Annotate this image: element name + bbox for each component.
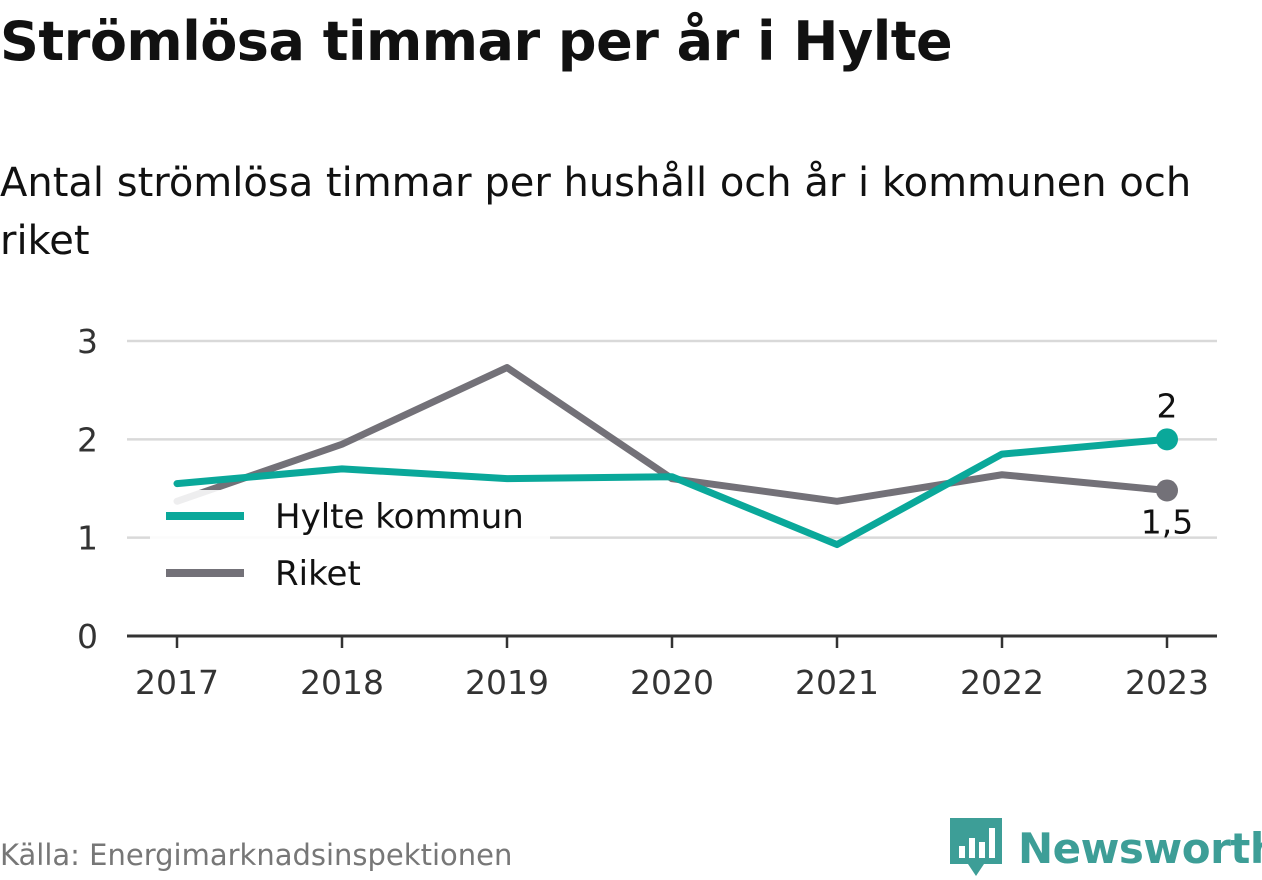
y-tick-label-3: 3 [77,322,98,361]
legend-label-hylte: Hylte kommun [275,497,524,537]
label-layer: 21,5 [1141,386,1193,541]
x-tick-label-2017: 2017 [135,663,219,702]
x-tick-label-2022: 2022 [960,663,1044,702]
newsworthy-logo-icon [950,818,1002,876]
source-note: Källa: Energimarknadsinspektionen [0,838,513,872]
brand-name: Newsworthy [1018,823,1262,873]
end-point-hylte [1156,428,1178,451]
y-tick-label-1: 1 [77,519,98,558]
series-line-hylte [173,435,1171,549]
chart-title: Strömlösa timmar per år i Hylte [0,10,953,73]
legend: Hylte kommun Riket [150,490,550,602]
series-line-riket [173,364,1171,505]
x-tick-label-2023: 2023 [1125,663,1209,702]
x-tick-label-2018: 2018 [300,663,384,702]
series-layer [173,364,1178,549]
line-chart: 0 1 2 3 2017 2018 2019 2020 2021 2022 2023 Hylte k… [77,322,1217,702]
x-tick-label-2019: 2019 [465,663,549,702]
end-point-riket [1156,479,1178,502]
newsworthy-logo: Newsworthy [950,816,1262,880]
end-label-riket: 1,5 [1141,502,1193,541]
legend-background [150,490,550,602]
x-tick-label-2020: 2020 [630,663,714,702]
chart-subtitle: Antal strömlösa timmar per hushåll och å… [0,160,1192,264]
x-tick-label-2021: 2021 [795,663,879,702]
end-label-hylte: 2 [1157,386,1178,425]
legend-label-riket: Riket [275,554,361,594]
y-tick-label-2: 2 [77,420,98,459]
y-tick-label-0: 0 [77,617,98,656]
axis-layer: 0 1 2 3 2017 2018 2019 2020 2021 2022 2023 [77,322,1217,702]
